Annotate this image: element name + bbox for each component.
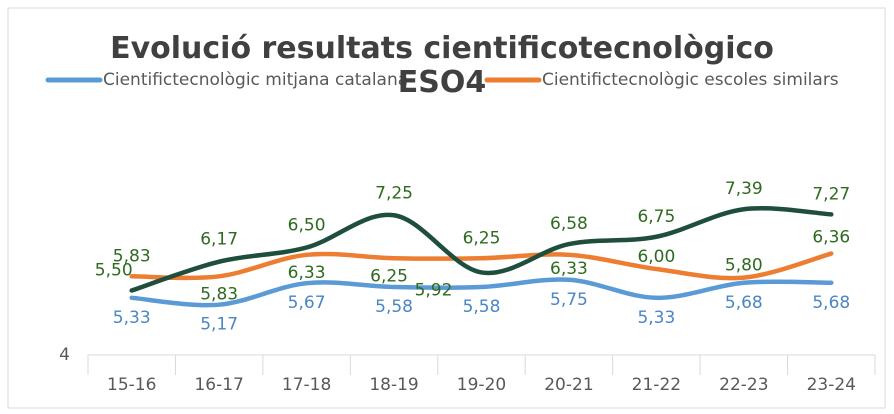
data-label: 5,83 [113,246,151,266]
data-label: 6,33 [288,263,326,283]
data-label: 5,68 [812,293,850,313]
x-tick-label: 21-22 [632,375,681,395]
data-label: 5,50 [95,261,133,281]
data-label: 5,80 [725,256,763,276]
data-label: 6,75 [637,207,675,227]
data-label: 6,25 [463,228,501,248]
data-label: 5,58 [375,297,413,317]
data-label: 6,17 [200,230,238,250]
data-label: 5,58 [463,297,501,317]
data-label: 6,50 [288,216,326,236]
x-tick-label: 16-17 [194,375,243,395]
data-label: 7,39 [725,179,763,199]
series-line [129,251,834,281]
legend-label: Cientifictecnològic mitjana catalana [103,70,408,90]
data-label: 6,58 [550,214,588,234]
data-label: 5,68 [725,293,763,313]
data-label: 5,75 [550,290,588,310]
x-tick-label: 20-21 [544,375,593,395]
data-label: 6,36 [812,228,850,248]
x-tick-label: 19-20 [457,375,506,395]
data-label: 6,00 [637,247,675,267]
data-label: 5,67 [288,293,326,313]
data-label: 6,25 [370,266,408,286]
data-label: 5,83 [200,284,238,304]
x-tick-label: 22-23 [719,375,768,395]
series-line [129,277,834,308]
y-tick-label: 4 [59,345,70,365]
data-label: 7,25 [375,183,413,203]
data-label: 5,17 [200,315,238,335]
data-label: 5,33 [637,308,675,328]
chart-border [7,7,886,409]
x-tick-label: 17-18 [282,375,331,395]
data-label: 6,33 [550,259,588,279]
series-line [129,206,834,293]
x-tick-label: 18-19 [369,375,418,395]
x-tick-label: 15-16 [107,375,156,395]
data-label: 5,92 [415,280,453,300]
data-label: 5,33 [113,308,151,328]
chart-title: Evolució resultats cientificotecnològico… [110,31,774,100]
x-tick-label: 23-24 [807,375,856,395]
data-label: 7,27 [812,184,850,204]
legend-label: Cientifictecnològic escoles similars [542,70,839,90]
